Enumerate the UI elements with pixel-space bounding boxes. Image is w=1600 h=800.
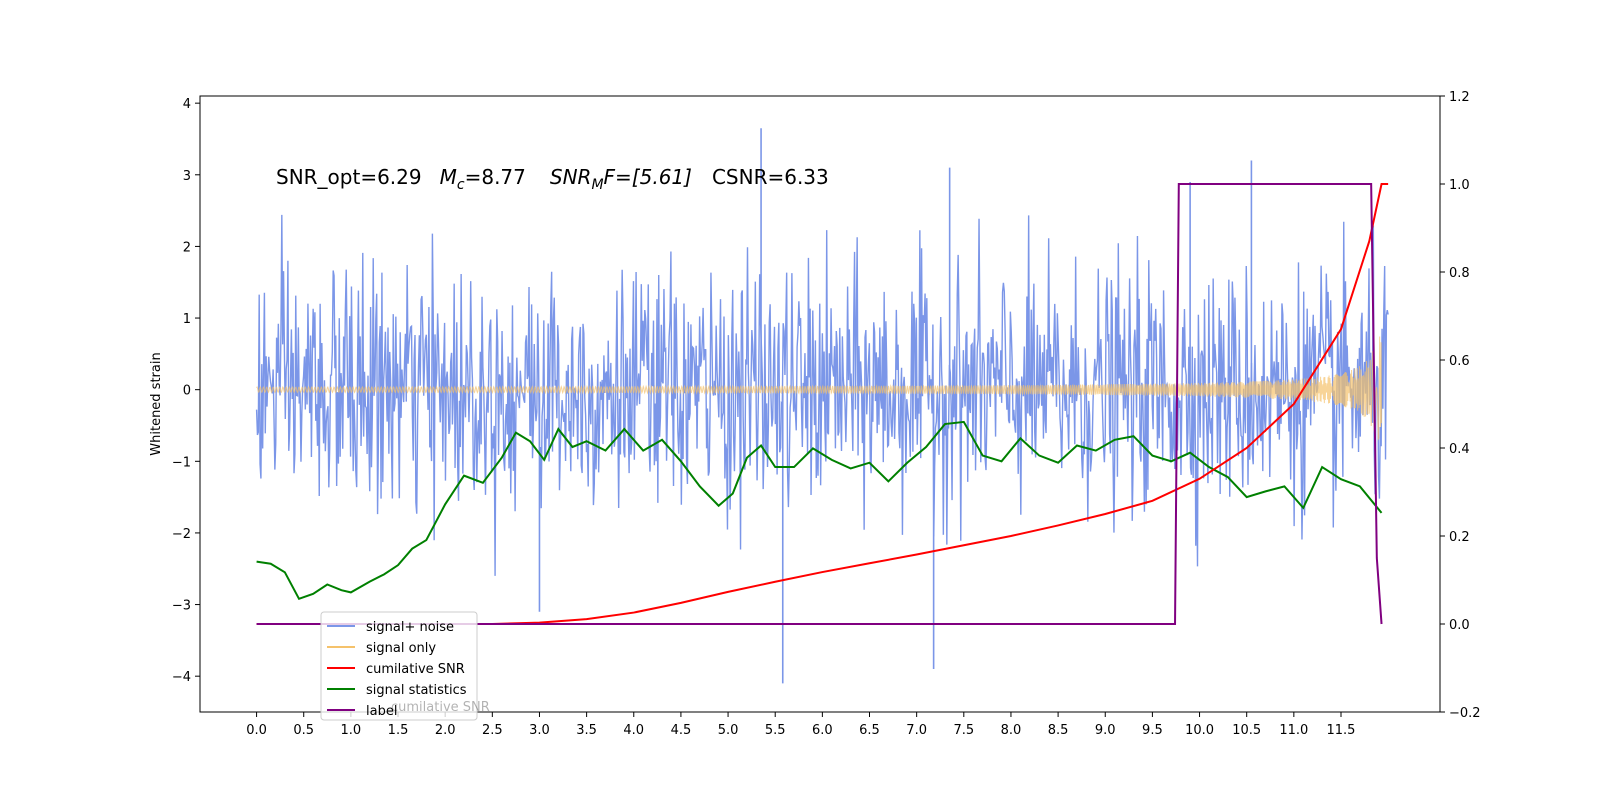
- series-signal-statistics: [256, 420, 1383, 601]
- x-tick-label: 3.0: [529, 723, 550, 738]
- y-tick-label: −1: [172, 455, 191, 470]
- x-tick-label: 1.5: [388, 723, 409, 738]
- x-tick-label: 4.0: [623, 723, 644, 738]
- snr-opt-text: SNR_opt=6.29: [276, 165, 422, 189]
- y2-tick-label: −0.2: [1449, 706, 1481, 721]
- legend-entry: signal only: [366, 641, 436, 656]
- plot-frame: [199, 95, 1441, 713]
- metrics-annotation: SNR_opt=6.29 Mc=8.77 SNRMF=[5.61] CSNR=6.33: [276, 165, 829, 193]
- y2-tick-label: 0.6: [1449, 354, 1470, 369]
- series-cumulative-snr: [256, 183, 1389, 625]
- legend-entry: cumilative SNR: [366, 662, 465, 677]
- x-tick-label: 8.0: [1001, 723, 1022, 738]
- x-tick-label: 6.5: [859, 723, 880, 738]
- y2-tick-label: 0.8: [1449, 266, 1470, 281]
- x-tick-label: 9.0: [1095, 723, 1116, 738]
- y-tick-label: 0: [183, 384, 191, 399]
- y2-tick-label: 1.0: [1449, 178, 1470, 193]
- y-tick-label: 2: [183, 240, 191, 255]
- x-tick-label: 5.0: [718, 723, 739, 738]
- y2-tick-label: 0.0: [1449, 618, 1470, 633]
- series-signal-noise: [255, 214, 1389, 576]
- x-tick-label: 7.0: [906, 723, 927, 738]
- x-tick-label: 3.5: [576, 723, 597, 738]
- y-tick-label: −2: [172, 527, 191, 542]
- x-tick-label: 8.5: [1048, 723, 1069, 738]
- x-tick-label: 11.0: [1279, 723, 1308, 738]
- y-axis-right: −0.2 0.0 0.2 0.4 0.6 0.8 1.0 1.2: [1440, 90, 1481, 721]
- y-tick-label: −3: [172, 599, 191, 614]
- csnr-text: CSNR=6.33: [712, 165, 829, 189]
- x-tick-label: 2.5: [482, 723, 503, 738]
- legend-entry: label: [366, 704, 397, 719]
- legend: cumilative SNR signal+ noise signal only c…: [320, 611, 490, 721]
- x-tick-label: 2.0: [435, 723, 456, 738]
- y-axis-label: Whitened strain: [149, 352, 164, 455]
- series-label: [256, 183, 1383, 625]
- x-axis: 0.0 0.5 1.0 1.5 2.0 2.5 3.0 3.5 4.0 4.5 5.0 5.5 6.0 6…: [246, 712, 1355, 738]
- x-tick-label: 11.5: [1327, 723, 1356, 738]
- y-tick-label: 3: [183, 169, 191, 184]
- x-tick-label: 6.0: [812, 723, 833, 738]
- y2-tick-label: 0.2: [1449, 530, 1470, 545]
- y2-tick-label: 0.4: [1449, 442, 1470, 457]
- y-tick-label: 4: [183, 97, 191, 112]
- x-tick-label: 1.0: [341, 723, 362, 738]
- legend-ghost-text: cumilative SNR: [391, 700, 490, 715]
- series-signal-only: [256, 336, 1383, 441]
- y2-tick-label: 1.2: [1449, 90, 1470, 105]
- x-tick-label: 7.5: [953, 723, 974, 738]
- y-axis-left: −4 −3 −2 −1 0 1 2 3 4: [172, 97, 200, 685]
- legend-entry: signal statistics: [366, 683, 467, 698]
- x-tick-label: 9.5: [1142, 723, 1163, 738]
- x-tick-label: 0.5: [293, 723, 314, 738]
- x-tick-label: 10.0: [1185, 723, 1214, 738]
- legend-entry: signal+ noise: [366, 620, 454, 635]
- x-tick-label: 4.5: [671, 723, 692, 738]
- y-tick-label: 1: [183, 312, 191, 327]
- y-tick-label: −4: [172, 670, 191, 685]
- x-tick-label: 5.5: [765, 723, 786, 738]
- x-tick-label: 0.0: [246, 723, 267, 738]
- legend-box: [320, 611, 478, 721]
- x-tick-label: 10.5: [1232, 723, 1261, 738]
- plot-area: [255, 128, 1389, 684]
